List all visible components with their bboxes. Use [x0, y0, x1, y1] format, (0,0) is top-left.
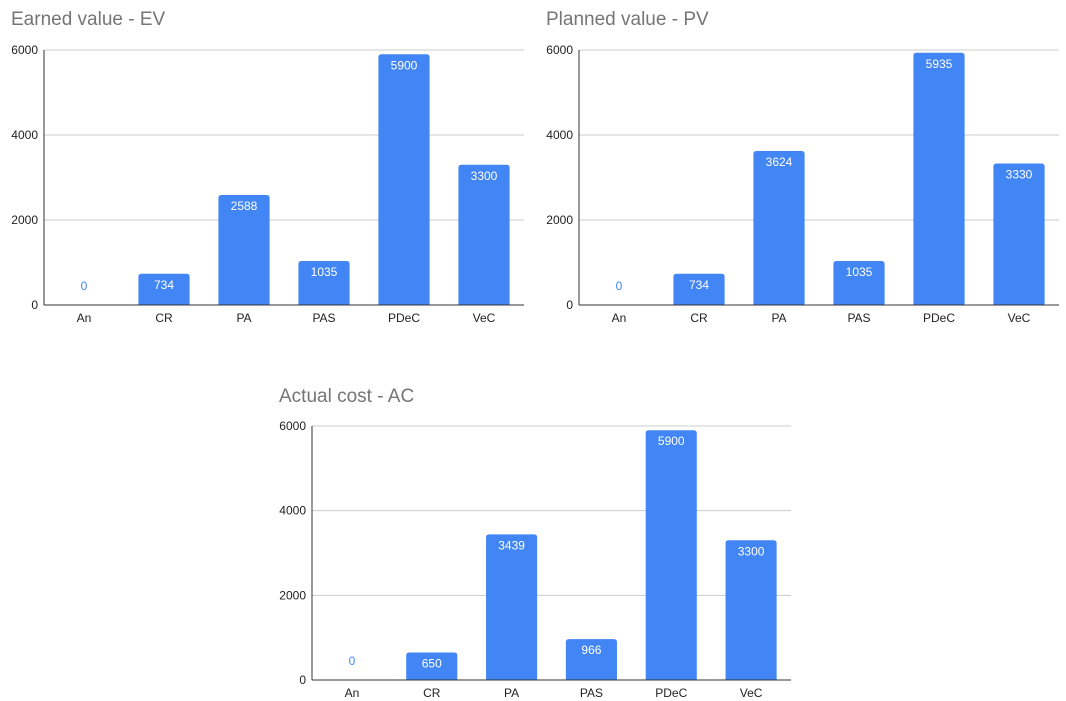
chart-earned-value: Earned value - EV 0 2000 4000 6000 0 An 734 CR 2… [0, 0, 533, 340]
y-tick-label: 0 [566, 298, 573, 312]
x-tick-label: CR [155, 311, 173, 325]
x-tick-label: PA [236, 311, 251, 325]
x-tick-label: PDeC [655, 686, 687, 700]
y-tick-label: 2000 [11, 213, 38, 227]
chart-planned-value: Planned value - PV 0 2000 4000 6000 0 An 734 CR… [533, 0, 1066, 340]
bar [833, 261, 885, 305]
data-label: 3300 [471, 169, 498, 183]
chart-title: Earned value - EV [11, 9, 166, 30]
data-label: 734 [689, 278, 709, 292]
y-tick-label: 0 [31, 298, 38, 312]
bar [486, 534, 538, 680]
bar [138, 273, 190, 305]
data-label: 5935 [926, 57, 953, 71]
data-label: 1035 [846, 265, 873, 279]
y-tick-label: 2000 [546, 213, 573, 227]
bar [218, 195, 270, 305]
bar [753, 150, 805, 305]
bar [673, 273, 725, 305]
x-tick-label: An [77, 311, 92, 325]
y-tick-label: 4000 [279, 504, 306, 518]
bar [298, 261, 350, 305]
x-tick-label: PA [771, 311, 786, 325]
data-label: 734 [154, 278, 174, 292]
x-tick-label: PDeC [923, 311, 955, 325]
data-label: 1035 [311, 265, 338, 279]
chart-title: Actual cost - AC [279, 386, 415, 407]
data-label: 0 [349, 654, 356, 668]
x-tick-label: PAS [580, 686, 603, 700]
bar [378, 54, 430, 305]
x-tick-label: PAS [847, 311, 870, 325]
x-tick-label: An [345, 686, 360, 700]
data-label: 5900 [391, 58, 418, 72]
data-label: 650 [422, 656, 442, 670]
data-label: 966 [581, 643, 601, 657]
bar-chart-plot: 0 2000 4000 6000 0 An 734 CR 3624 PA 1035 PAS 5935 PD… [546, 43, 1059, 325]
y-tick-label: 4000 [11, 128, 38, 142]
y-tick-label: 6000 [546, 43, 573, 57]
x-tick-label: VeC [740, 686, 763, 700]
chart-title: Planned value - PV [546, 9, 709, 30]
data-label: 2588 [231, 199, 258, 213]
y-tick-label: 6000 [279, 419, 306, 433]
x-tick-label: CR [423, 686, 441, 700]
bar [458, 164, 510, 305]
x-tick-label: PDeC [388, 311, 420, 325]
y-tick-label: 6000 [11, 43, 38, 57]
bar [913, 52, 965, 306]
data-label: 3439 [498, 538, 525, 552]
bar [645, 430, 697, 680]
data-label: 3330 [1006, 167, 1033, 181]
bar-chart-plot: 0 2000 4000 6000 0 An 650 CR 3439 PA 966 PAS 5900 PDe… [279, 419, 791, 700]
chart-actual-cost: Actual cost - AC 0 2000 4000 6000 0 An 650 CR 34… [266, 378, 799, 701]
data-label: 3624 [766, 155, 793, 169]
x-tick-label: CR [690, 311, 708, 325]
data-label: 0 [81, 279, 88, 293]
x-tick-label: An [612, 311, 627, 325]
bar [725, 540, 777, 680]
x-tick-label: PA [504, 686, 519, 700]
y-tick-label: 4000 [546, 128, 573, 142]
bar [993, 163, 1045, 305]
bar-chart-plot: 0 2000 4000 6000 0 An 734 CR 2588 PA 1035 PAS 5900 PD… [11, 43, 524, 325]
bar [406, 652, 458, 680]
y-tick-label: 0 [299, 673, 306, 687]
data-label: 0 [616, 279, 623, 293]
bar [565, 639, 617, 680]
data-label: 5900 [658, 434, 685, 448]
data-label: 3300 [738, 544, 765, 558]
x-tick-label: VeC [473, 311, 496, 325]
y-tick-label: 2000 [279, 588, 306, 602]
x-tick-label: PAS [312, 311, 335, 325]
x-tick-label: VeC [1008, 311, 1031, 325]
